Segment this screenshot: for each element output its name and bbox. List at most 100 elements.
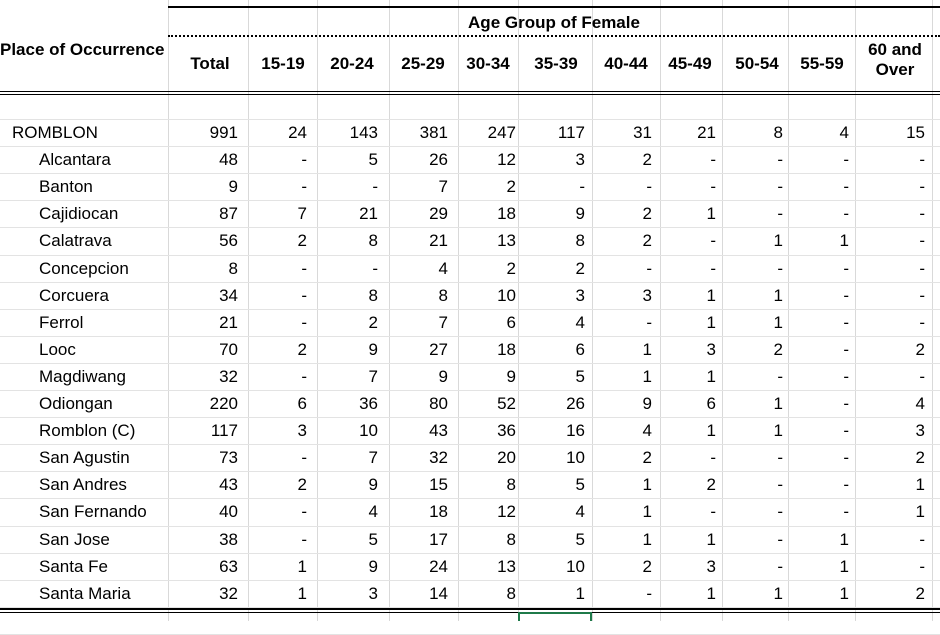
- grid-row-line: [0, 525, 940, 527]
- grid-row-line: [0, 552, 940, 554]
- place-name: Romblon (C): [39, 421, 136, 441]
- table-cell: -: [710, 177, 716, 197]
- column-header: 60 and Over: [868, 40, 922, 79]
- place-name: Odiongan: [39, 394, 113, 413]
- table-cell: 29: [429, 204, 448, 224]
- table-cell: 1: [575, 583, 585, 603]
- table-row: Banton 9 - - 7 2 - - - - - -: [0, 173, 940, 200]
- table-cell: 13: [497, 231, 516, 251]
- selected-cell[interactable]: [518, 612, 592, 621]
- table-cell: 1: [915, 502, 925, 522]
- table-cell: 2: [915, 339, 925, 359]
- table-cell: 3: [706, 339, 716, 359]
- table-cell: 9: [368, 475, 378, 495]
- table-cell: -: [301, 150, 307, 170]
- grid-row-line: [0, 498, 940, 500]
- table-cell: -: [710, 231, 716, 251]
- table-cell: -: [777, 475, 783, 495]
- table-cell: 5: [575, 366, 585, 386]
- table-cell: 2: [297, 231, 307, 251]
- table-cell: -: [777, 502, 783, 522]
- table-cell: 87: [219, 204, 238, 224]
- table-cell: 1: [773, 421, 783, 441]
- place-name: Looc: [39, 339, 76, 359]
- table-cell: 9: [642, 394, 652, 413]
- table-cell: 5: [368, 150, 378, 170]
- table-cell: 10: [566, 556, 585, 576]
- place-name: Cajidiocan: [39, 204, 119, 224]
- table-cell: -: [919, 258, 925, 278]
- table-cell: 8: [506, 529, 516, 549]
- column-header: Total: [190, 54, 230, 73]
- grid-row-line: [0, 281, 940, 283]
- table-cell: 2: [297, 339, 307, 359]
- table-cell: 8: [506, 475, 516, 495]
- table-cell: 8: [368, 231, 378, 251]
- table-cell: 2: [915, 583, 925, 603]
- table-cell: 10: [566, 448, 585, 468]
- grid-column-line: [855, 0, 856, 621]
- table-cell: 21: [219, 312, 238, 332]
- grid-column-line: [592, 0, 593, 621]
- table-cell: 1: [839, 231, 849, 251]
- table-cell: -: [777, 150, 783, 170]
- grid-row-line: [0, 227, 940, 229]
- table-cell: 2: [642, 231, 652, 251]
- table-cell: 1: [642, 502, 652, 522]
- table-cell: -: [919, 312, 925, 332]
- table-cell: -: [710, 448, 716, 468]
- table-cell: -: [777, 529, 783, 549]
- table-cell: -: [843, 204, 849, 224]
- table-row: Corcuera 34 - 8 8 10 3 3 1 1 - -: [0, 282, 940, 309]
- grid-column-line: [458, 0, 459, 621]
- age-group-header: Age Group of Female: [468, 13, 640, 32]
- table-cell: 4: [438, 258, 448, 278]
- table-row: ROMBLON 991 24 143 381 247 117 31 21 8 4 15: [0, 119, 940, 146]
- grid-row-line: [0, 308, 940, 310]
- table-cell: 1: [706, 204, 716, 224]
- table-cell: -: [919, 204, 925, 224]
- table-cell: 32: [219, 583, 238, 603]
- table-cell: -: [301, 529, 307, 549]
- table-cell: 80: [429, 394, 448, 413]
- table-cell: 24: [429, 556, 448, 576]
- table-cell: 21: [359, 204, 378, 224]
- grid-column-line: [722, 0, 723, 621]
- table-cell: 1: [642, 339, 652, 359]
- table-cell: -: [646, 312, 652, 332]
- table-cell: -: [301, 285, 307, 305]
- table-cell: 2: [506, 177, 516, 197]
- table-cell: 6: [575, 339, 585, 359]
- place-name: Concepcion: [39, 258, 129, 278]
- table-cell: 1: [297, 583, 307, 603]
- table-cell: 1: [706, 421, 716, 441]
- place-name: Magdiwang: [39, 366, 126, 386]
- table-cell: -: [843, 394, 849, 413]
- grid-row-line: [0, 254, 940, 256]
- header-bottom-border: [0, 91, 940, 92]
- header-bottom-border-2: [0, 94, 940, 95]
- table-cell: -: [301, 502, 307, 522]
- place-name: Santa Fe: [39, 556, 108, 576]
- column-header: 20-24: [330, 54, 374, 73]
- column-header: 25-29: [401, 54, 445, 73]
- place-of-occurrence-header: Place of Occurrence: [0, 40, 165, 59]
- table-cell: 12: [497, 150, 516, 170]
- table-cell: 1: [706, 583, 716, 603]
- table-row: Odiongan 220 6 36 80 52 26 9 6 1 - 4: [0, 390, 940, 417]
- grid-row-line: [0, 579, 940, 581]
- table-cell: 1: [706, 285, 716, 305]
- column-header: 45-49: [668, 54, 712, 73]
- table-cell: 2: [506, 258, 516, 278]
- grid-row-line: [0, 471, 940, 473]
- header-dotted-divider: [168, 35, 940, 37]
- table-cell: -: [372, 258, 378, 278]
- grid-row-line: [0, 335, 940, 337]
- table-cell: 2: [297, 475, 307, 495]
- grid-row-line: [0, 119, 940, 120]
- table-cell: 8: [575, 231, 585, 251]
- table-cell: 220: [209, 394, 238, 413]
- table-cell: 117: [210, 421, 238, 441]
- table-cell: -: [777, 366, 783, 386]
- place-name: San Jose: [39, 529, 110, 549]
